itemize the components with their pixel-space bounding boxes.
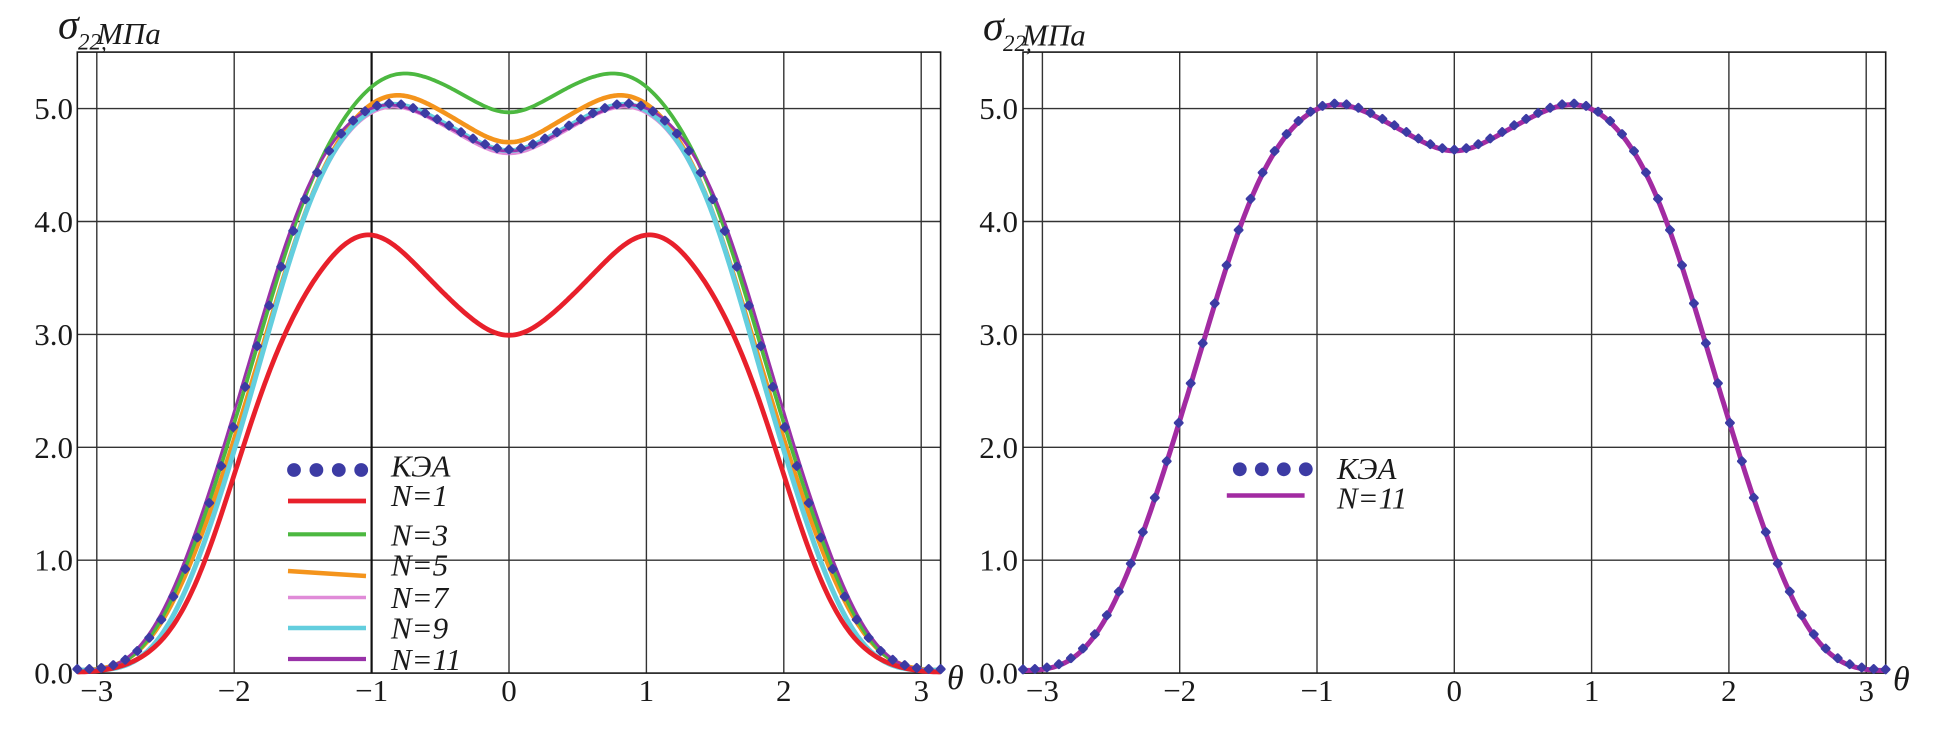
svg-text:0: 0 bbox=[1447, 673, 1463, 708]
svg-text:2.0: 2.0 bbox=[34, 430, 73, 465]
svg-text:−1: −1 bbox=[1301, 673, 1334, 708]
svg-text:N=11: N=11 bbox=[390, 642, 461, 677]
svg-text:σ: σ bbox=[983, 4, 1006, 50]
svg-text:−3: −3 bbox=[80, 673, 113, 708]
svg-text:0: 0 bbox=[501, 673, 517, 708]
svg-text:2: 2 bbox=[776, 673, 792, 708]
svg-text:N=7: N=7 bbox=[390, 580, 450, 615]
svg-text:−1: −1 bbox=[355, 673, 388, 708]
svg-text:−3: −3 bbox=[1026, 673, 1059, 708]
svg-text:4.0: 4.0 bbox=[34, 204, 73, 239]
svg-text:3: 3 bbox=[1858, 673, 1874, 708]
svg-text:θ: θ bbox=[947, 660, 964, 697]
svg-text:N=1: N=1 bbox=[390, 478, 448, 513]
svg-text:1.0: 1.0 bbox=[34, 543, 73, 578]
svg-text:N=9: N=9 bbox=[390, 611, 448, 646]
svg-text:3: 3 bbox=[913, 673, 929, 708]
svg-text:3.0: 3.0 bbox=[34, 317, 73, 352]
svg-text:1.0: 1.0 bbox=[979, 543, 1018, 578]
svg-text:4.0: 4.0 bbox=[979, 204, 1018, 239]
svg-text:1: 1 bbox=[639, 673, 655, 708]
svg-text:−2: −2 bbox=[1163, 673, 1196, 708]
svg-text:2: 2 bbox=[1721, 673, 1737, 708]
svg-text:2.0: 2.0 bbox=[979, 430, 1018, 465]
svg-text:МПа: МПа bbox=[96, 16, 161, 51]
svg-text:МПа: МПа bbox=[1021, 18, 1086, 53]
svg-text:5.0: 5.0 bbox=[979, 91, 1018, 126]
svg-text:КЭА: КЭА bbox=[390, 449, 451, 484]
svg-text:θ: θ bbox=[1893, 661, 1910, 698]
svg-text:0.0: 0.0 bbox=[979, 656, 1018, 691]
svg-text:N=5: N=5 bbox=[390, 548, 448, 583]
svg-text:N=11: N=11 bbox=[1336, 481, 1407, 516]
svg-text:N=3: N=3 bbox=[390, 518, 448, 553]
svg-text:3.0: 3.0 bbox=[979, 317, 1018, 352]
svg-text:КЭА: КЭА bbox=[1336, 451, 1397, 486]
svg-text:22,: 22, bbox=[78, 30, 107, 55]
svg-text:22,: 22, bbox=[1003, 31, 1032, 56]
svg-text:σ: σ bbox=[58, 3, 81, 49]
svg-text:5.0: 5.0 bbox=[34, 91, 73, 126]
svg-text:0.0: 0.0 bbox=[34, 656, 73, 691]
svg-text:−2: −2 bbox=[218, 673, 251, 708]
svg-text:1: 1 bbox=[1584, 673, 1600, 708]
